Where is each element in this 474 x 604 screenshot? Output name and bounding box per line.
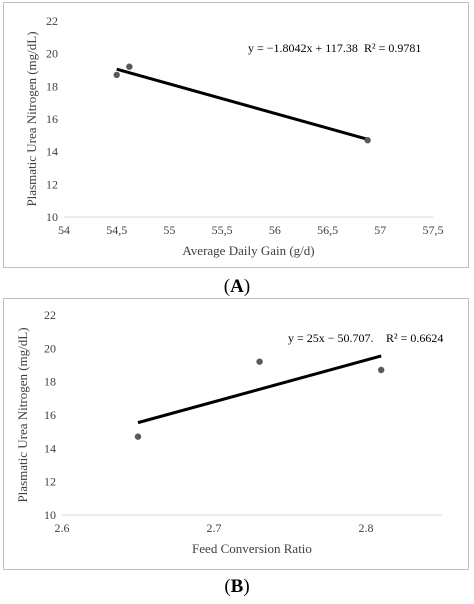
y-tick-label: 16 <box>46 112 58 126</box>
y-tick-label: 12 <box>44 475 56 489</box>
y-tick-label: 12 <box>46 177 58 191</box>
data-point <box>134 433 142 440</box>
y-tick-label: 18 <box>46 79 58 93</box>
y-tick-label: 18 <box>44 375 56 389</box>
r-squared-label: R² = 0.6624 <box>386 331 443 345</box>
x-tick-label: 55,5 <box>212 223 233 237</box>
data-point <box>256 358 263 365</box>
caption-b: (B) <box>224 576 250 597</box>
x-tick-label: 2.6 <box>55 521 70 535</box>
data-point <box>378 366 385 374</box>
r-squared-label: R² = 0.9781 <box>364 41 421 55</box>
x-tick-label: 2.8 <box>359 521 374 535</box>
trendline-equation: y = 25x − 50.707. <box>288 331 374 345</box>
y-tick-label: 14 <box>46 145 58 159</box>
caption-b-letter: B <box>230 576 244 597</box>
trendline <box>137 354 382 425</box>
x-tick-label: 56,5 <box>317 223 338 237</box>
caption-a-letter: A <box>230 276 244 297</box>
x-tick-label: 56 <box>269 223 281 237</box>
data-point <box>364 137 371 144</box>
chart-frame <box>3 298 469 570</box>
chart-a-svg: 10 12 14 16 18 20 22 54 54,5 55 55,5 56 56,5 57 57,5 Av… <box>24 14 444 258</box>
x-tick-label: 2.7 <box>207 521 222 535</box>
y-tick-label: 16 <box>44 408 56 422</box>
caption-a: (A) <box>223 276 251 297</box>
x-tick-label: 54,5 <box>106 223 127 237</box>
chart-b-svg: 10 12 14 16 18 20 22 2.6 2.7 2.8 Feed Conversion R… <box>15 308 443 556</box>
trendline-equation: y = −1.8042x + 117.38 <box>248 41 358 55</box>
y-tick-label: 14 <box>44 441 56 455</box>
data-point <box>126 63 133 70</box>
y-tick-label: 20 <box>46 47 58 61</box>
x-axis-title: Feed Conversion Ratio <box>192 541 312 556</box>
trendline <box>116 67 369 141</box>
chart-panel-a: 10 12 14 16 18 20 22 54 54,5 55 55,5 56 56,5 57 57,5 Av… <box>0 0 474 270</box>
data-point <box>113 71 120 79</box>
x-tick-label: 55 <box>163 223 175 237</box>
x-tick-label: 54 <box>58 223 70 237</box>
chart-panel-b: 10 12 14 16 18 20 22 2.6 2.7 2.8 Feed Conversion R… <box>0 296 474 574</box>
y-tick-label: 20 <box>44 341 56 355</box>
y-tick-label: 22 <box>46 14 58 28</box>
x-tick-label: 57,5 <box>423 223 444 237</box>
y-axis-title: Plasmatic Urea Nitrogen (mg/dL) <box>15 327 30 502</box>
y-tick-label: 10 <box>46 210 58 224</box>
y-tick-label: 10 <box>44 508 56 522</box>
x-tick-label: 57 <box>374 223 386 237</box>
y-axis-title: Plasmatic Urea Nitrogen (mg/dL) <box>24 31 39 206</box>
x-axis-title: Average Daily Gain (g/d) <box>182 243 314 258</box>
y-tick-label: 22 <box>44 308 56 322</box>
chart-frame <box>3 2 469 268</box>
